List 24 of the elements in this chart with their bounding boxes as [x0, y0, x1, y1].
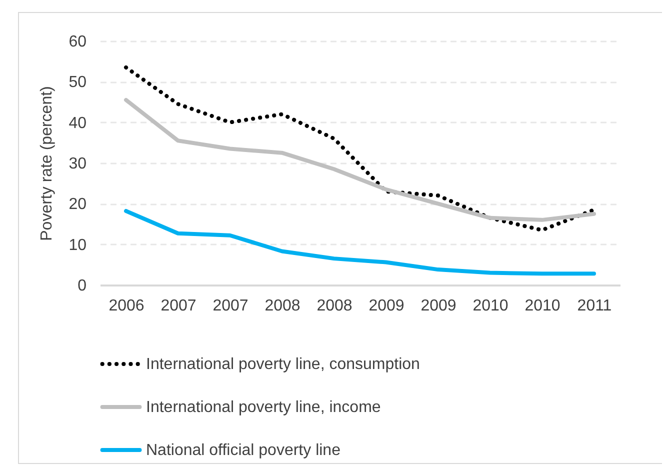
y-tick-label: 10 — [68, 236, 87, 254]
y-tick-label: 0 — [78, 278, 87, 294]
y-tick-label: 40 — [68, 114, 87, 132]
y-tick-label: 60 — [68, 34, 87, 50]
y-tick-label: 50 — [68, 74, 87, 92]
legend-label: National official poverty line — [146, 442, 341, 459]
x-tick-label: 2007 — [212, 298, 248, 314]
x-tick-label: 2010 — [524, 298, 560, 314]
line-series — [124, 65, 596, 232]
x-tick-label: 2008 — [316, 298, 352, 314]
y-axis-title: Poverty rate (percent) — [38, 86, 56, 241]
x-tick-label: 2011 — [577, 298, 612, 314]
legend-label: International poverty line, consumption — [146, 356, 420, 373]
x-tick-label: 2009 — [368, 298, 404, 314]
x-tick-label: 2009 — [420, 298, 456, 314]
line-series — [124, 208, 596, 276]
x-tick-label: 2006 — [108, 298, 144, 314]
line-series — [124, 98, 596, 222]
legend-label: International poverty line, income — [146, 399, 381, 416]
x-tick-label: 2007 — [160, 298, 196, 314]
x-tick-label: 2008 — [264, 298, 300, 314]
y-tick-label: 30 — [68, 156, 87, 172]
y-tick-label: 20 — [68, 196, 87, 214]
x-tick-label: 2010 — [472, 298, 508, 314]
